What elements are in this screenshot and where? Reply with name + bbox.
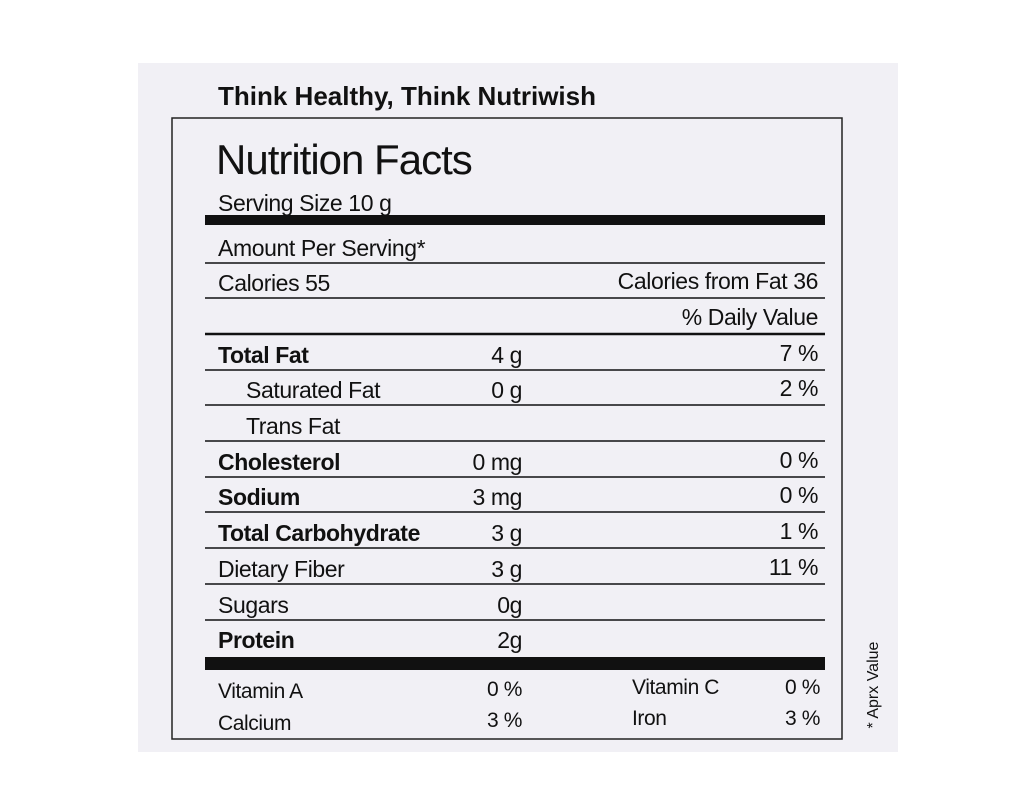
amount-per-serving: Amount Per Serving* <box>218 235 426 261</box>
nutrient-name: Trans Fat <box>246 413 341 439</box>
nutrient-name: Sodium <box>218 484 300 510</box>
vitamin-dv: 3 % <box>785 707 820 730</box>
thick-rule <box>205 215 825 225</box>
nutrient-name: Sugars <box>218 592 288 618</box>
nutrient-dv: 1 % <box>780 518 818 544</box>
nutrient-amount: 0 g <box>491 377 522 403</box>
nutrient-amount: 4 g <box>491 342 522 368</box>
nutrient-amount: 3 mg <box>472 484 522 510</box>
vitamin-name: Vitamin A <box>218 680 303 703</box>
footnote: * Aprx Value <box>865 641 882 728</box>
nutrient-dv: 11 % <box>769 554 818 580</box>
thick-rule <box>205 657 825 670</box>
title: Nutrition Facts <box>216 136 472 183</box>
vitamin-dv: 3 % <box>487 709 522 732</box>
calories: Calories 55 <box>218 270 330 296</box>
nutrient-name: Total Fat <box>218 342 309 368</box>
nutrient-name: Cholesterol <box>218 449 340 475</box>
nutrient-amount: 3 g <box>491 520 522 546</box>
calories-from-fat: Calories from Fat 36 <box>618 268 818 294</box>
vitamin-name: Vitamin C <box>632 676 719 699</box>
nutrient-amount: 2g <box>497 627 522 653</box>
nutrient-amount: 0 mg <box>472 449 522 475</box>
nutrient-name: Total Carbohydrate <box>218 520 420 546</box>
vitamin-dv: 0 % <box>487 678 522 701</box>
label-panel <box>138 63 898 752</box>
nutrient-dv: 0 % <box>780 482 818 508</box>
vitamin-name: Iron <box>632 707 667 730</box>
nutrient-name: Dietary Fiber <box>218 556 345 582</box>
serving-size: Serving Size 10 g <box>218 190 391 216</box>
vitamin-dv: 0 % <box>785 676 820 699</box>
nutrient-dv: 7 % <box>780 340 818 366</box>
brand: Think Healthy, Think Nutriwish <box>218 81 596 111</box>
nutrient-name: Protein <box>218 627 294 653</box>
nutrient-dv: 2 % <box>780 375 818 401</box>
label-border <box>171 117 843 740</box>
nutrient-dv: 0 % <box>780 447 818 473</box>
nutrient-amount: 0g <box>497 592 522 618</box>
daily-value-header: % Daily Value <box>682 304 818 330</box>
nutrient-amount: 3 g <box>491 556 522 582</box>
nutrient-name: Saturated Fat <box>246 377 381 403</box>
vitamin-name: Calcium <box>218 712 291 735</box>
